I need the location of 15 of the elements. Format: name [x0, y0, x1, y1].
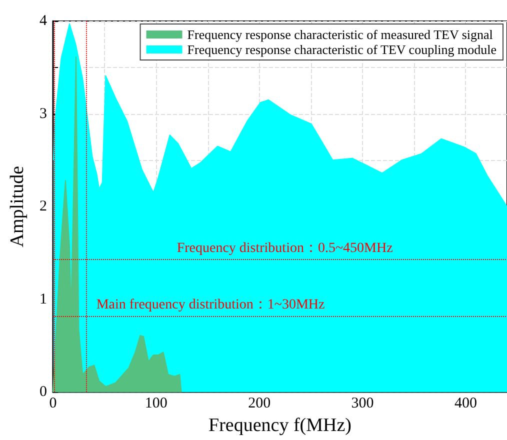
- annotation: Main frequency distribution：1~30MHz: [96, 298, 325, 313]
- y-tick-label: 4: [40, 13, 48, 29]
- y-tick-label: 3: [40, 106, 47, 122]
- x-tick-label: 400: [454, 396, 477, 412]
- x-tick-label: 100: [144, 396, 168, 412]
- y-tick-label: 0: [40, 384, 47, 400]
- x-tick-label: 200: [248, 396, 271, 412]
- y-tick-label: 2: [40, 198, 47, 215]
- legend-label: Frequency response characteristic of measured TEV signal: [187, 27, 494, 42]
- legend-label: Frequency response characteristic of TEV coupling module: [187, 42, 497, 57]
- y-tick-label: 1: [40, 291, 47, 308]
- x-tick-label: 300: [351, 396, 374, 412]
- annotation: Frequency distribution：0.5~450MHz: [176, 240, 393, 256]
- x-axis-title: Frequency f(MHz): [208, 415, 352, 436]
- y-axis-title: Amplitude: [7, 166, 28, 248]
